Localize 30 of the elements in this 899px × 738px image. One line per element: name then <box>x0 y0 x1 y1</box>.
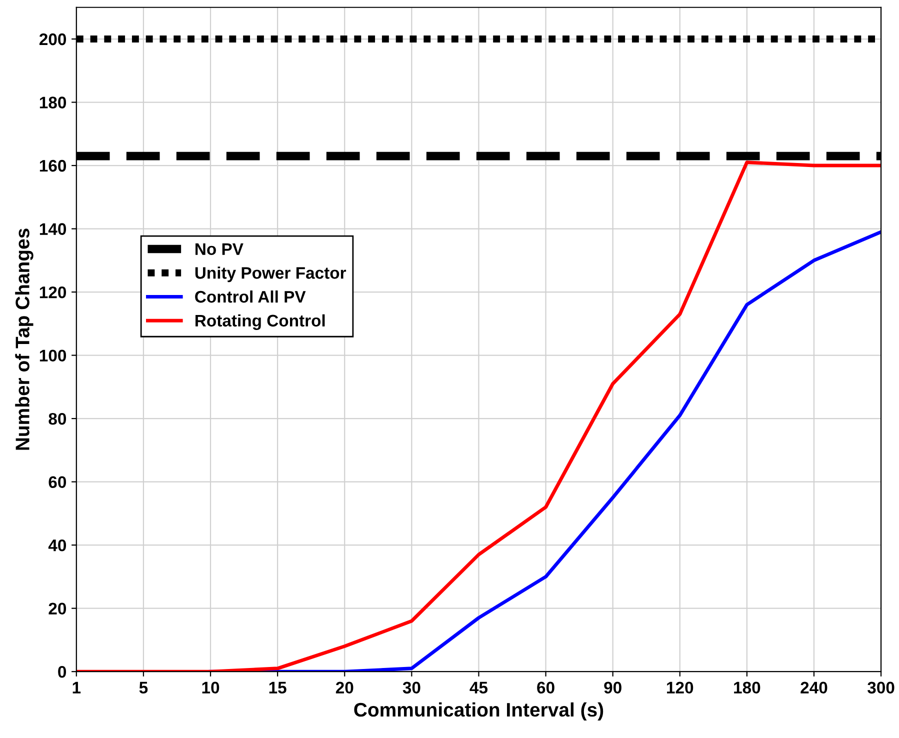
y-tick-label: 60 <box>48 476 66 488</box>
x-tick-label: 30 <box>402 682 420 694</box>
x-tick-label: 60 <box>537 682 554 694</box>
y-tick-label: 180 <box>40 96 66 108</box>
legend-label: Rotating Control <box>196 314 325 330</box>
y-tick-label: 140 <box>40 223 66 235</box>
y-tick-label: 100 <box>40 350 66 362</box>
y-tick-label: 120 <box>40 286 66 298</box>
y-tick-label: 0 <box>58 666 66 678</box>
x-tick-label: 5 <box>139 682 148 694</box>
y-tick-label: 80 <box>48 412 66 425</box>
y-tick-label: 160 <box>40 160 66 172</box>
y-tick-label: 40 <box>48 539 66 552</box>
x-tick-label: 120 <box>667 682 694 694</box>
x-tick-label: 10 <box>202 682 220 694</box>
x-tick-label: 45 <box>470 682 488 694</box>
y-tick-label: 200 <box>39 33 66 46</box>
legend-label: Unity Power Factor <box>195 266 346 282</box>
y-tick-label: 20 <box>48 602 66 615</box>
legend-label: No PV <box>196 243 244 255</box>
x-axis-title: Communication Interval (s) <box>354 702 604 721</box>
x-tick-label: 300 <box>868 682 894 694</box>
x-tick-label: 90 <box>604 682 622 694</box>
x-tick-label: 180 <box>734 682 760 694</box>
y-axis-title: Number of Tap Changes <box>15 228 34 450</box>
x-tick-label: 240 <box>800 682 828 694</box>
x-tick-label: 20 <box>336 682 354 694</box>
x-tick-label: 15 <box>269 682 286 694</box>
x-tick-label: 1 <box>72 682 81 694</box>
legend-label: Control All PV <box>195 290 306 303</box>
